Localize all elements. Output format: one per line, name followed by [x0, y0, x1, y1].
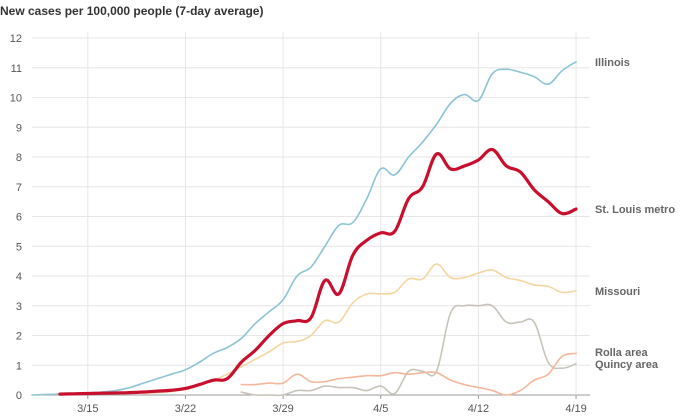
series-label-missouri: Missouri: [595, 286, 640, 298]
series-line-quincy-area: [240, 303, 577, 397]
x-tick-label: 4/19: [565, 403, 586, 415]
chart-title: New cases per 100,000 people (7-day aver…: [0, 4, 263, 18]
series-label-quincy-area: Quincy area: [595, 359, 659, 371]
x-tick-label: 3/29: [272, 403, 293, 415]
x-tick-label: 3/15: [77, 403, 98, 415]
y-tick-label: 1: [16, 360, 22, 372]
series-line-st-louis-metro: [58, 147, 578, 396]
y-tick-label: 11: [11, 63, 22, 75]
series-line-missouri: [142, 263, 577, 395]
y-tick-label: 9: [16, 122, 22, 134]
series-label-st-louis-metro: St. Louis metro: [595, 204, 675, 216]
series-label-rolla-area: Rolla area: [595, 347, 648, 359]
y-tick-label: 4: [16, 271, 22, 283]
y-tick-label: 12: [10, 33, 22, 45]
series-line-illinois: [31, 61, 577, 396]
series-label-illinois: Illinois: [595, 57, 630, 69]
series-line-rolla-area: [240, 352, 577, 396]
y-tick-label: 3: [16, 301, 22, 313]
y-tick-label: 2: [16, 331, 22, 343]
y-tick-label: 7: [16, 182, 22, 194]
x-tick-label: 4/12: [468, 403, 489, 415]
y-tick-label: 0: [16, 390, 22, 402]
x-tick-label: 4/5: [373, 403, 388, 415]
y-tick-label: 8: [16, 152, 22, 164]
series-labels: Illinois St. Louis metro Missouri Rolla are…: [595, 57, 675, 371]
y-tick-label: 10: [10, 93, 22, 105]
gridlines: [32, 32, 590, 396]
x-axis-ticks: 3/15 3/22 3/29 4/5 4/12 4/19: [77, 395, 587, 415]
y-tick-label: 6: [16, 212, 22, 224]
x-tick-label: 3/22: [175, 403, 196, 415]
y-tick-label: 5: [16, 241, 22, 253]
series-lines: [31, 61, 578, 397]
